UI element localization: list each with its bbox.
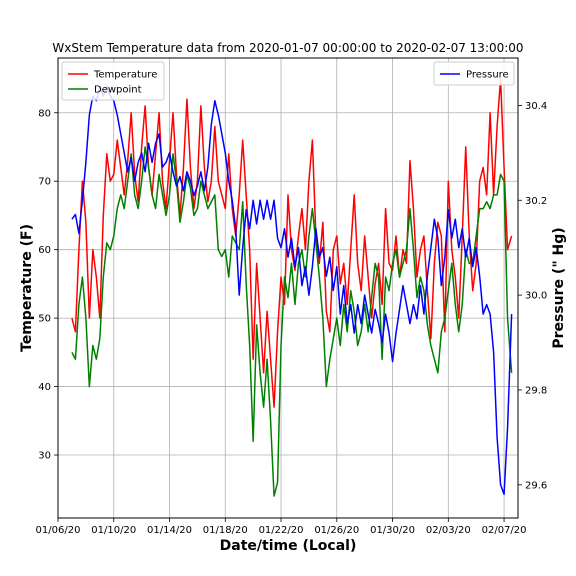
x-tick-label: 01/26/20	[314, 525, 359, 536]
y-axis-label: Temperature (F)	[19, 224, 35, 352]
x-tick-label: 02/03/20	[426, 525, 471, 536]
legend-box	[433, 61, 515, 86]
x-axis-ticks: 01/06/20 01/10/20 01/14/20 01/18/20 01/22/20…	[36, 518, 527, 536]
y2-axis-label: Pressure (" Hg)	[551, 227, 567, 348]
legend-left: Temperature Dewpoint	[61, 61, 165, 101]
y2-tick-label: 30.2	[525, 196, 547, 207]
y-tick-label: 40	[38, 382, 51, 393]
plot-series	[71, 77, 513, 497]
x-tick-label: 01/30/20	[370, 525, 415, 536]
x-tick-label: 01/14/20	[147, 525, 192, 536]
legend-box	[61, 61, 165, 101]
series-line-temperature	[71, 77, 513, 408]
legend-label-dewpoint: Dewpoint	[94, 85, 142, 96]
legend-label-pressure: Pressure	[466, 70, 509, 81]
y2-axis-ticks: 29.6 29.8 30.0 30.2 30.4	[518, 101, 547, 491]
y-tick-label: 60	[38, 245, 51, 256]
x-tick-label: 01/18/20	[203, 525, 248, 536]
chart-title: WxStem Temperature data from 2020-01-07 …	[52, 41, 523, 55]
series-line-dewpoint	[71, 146, 513, 497]
x-axis-label: Date/time (Local)	[220, 538, 357, 554]
x-tick-label: 01/06/20	[36, 525, 81, 536]
series-line-pressure	[71, 85, 513, 496]
y2-tick-label: 30.0	[525, 291, 547, 302]
x-tick-label: 01/22/20	[259, 525, 304, 536]
plot-frame	[57, 57, 519, 519]
legend-right: Pressure	[433, 61, 515, 86]
y2-tick-label: 29.8	[525, 385, 547, 396]
legend-label-temperature: Temperature	[93, 70, 157, 81]
x-tick-label: 02/07/20	[482, 525, 527, 536]
y2-tick-label: 29.6	[525, 480, 547, 491]
y2-tick-label: 30.4	[525, 101, 547, 112]
x-tick-label: 01/10/20	[91, 525, 136, 536]
y-tick-label: 70	[38, 177, 51, 188]
y-tick-label: 80	[38, 108, 51, 119]
y-axis-ticks: 30 40 50 60 70 80	[38, 108, 58, 462]
y-tick-label: 50	[38, 314, 51, 325]
y-tick-label: 30	[38, 451, 51, 462]
